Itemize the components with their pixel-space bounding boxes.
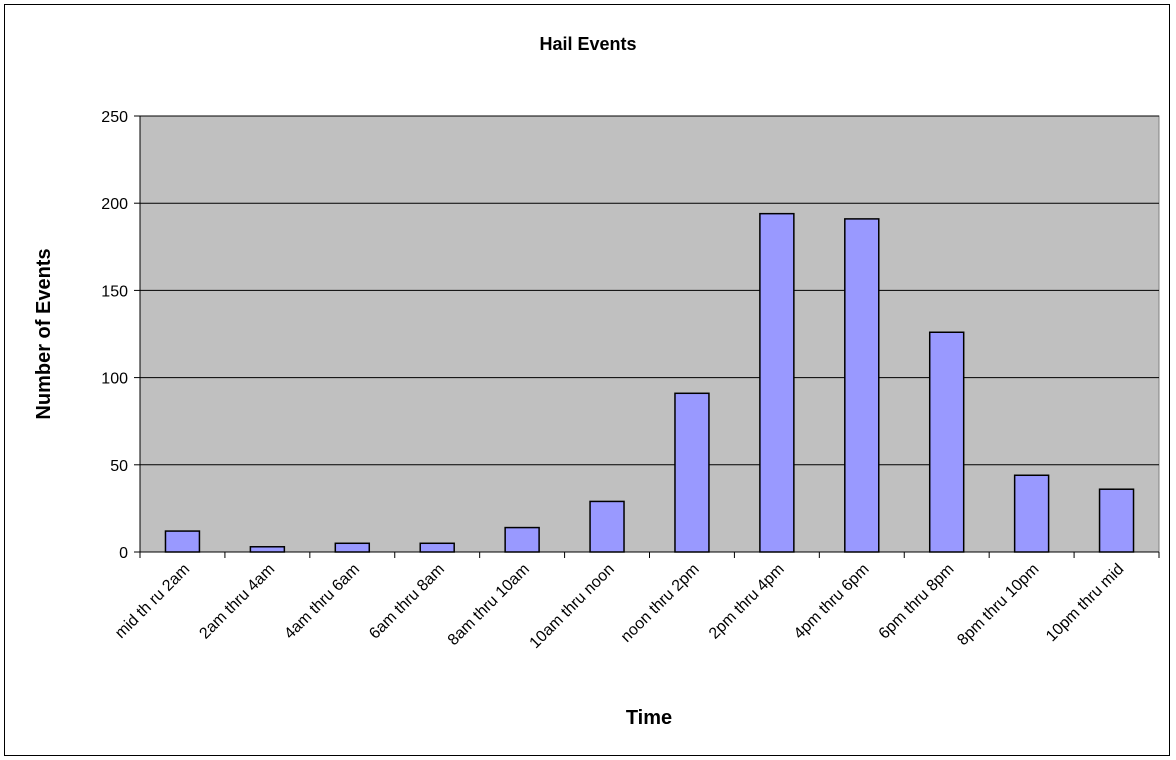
plot-area <box>139 115 1160 553</box>
y-tick-label: 250 <box>101 109 128 126</box>
y-axis-ticks: 0 50 100 150 200 250 <box>101 109 140 562</box>
x-tick-label: 2am thru 4am <box>196 561 278 643</box>
y-tick-label: 0 <box>119 545 128 562</box>
x-tick-label: 2pm thru 4pm <box>706 561 788 643</box>
x-tick-label: 4pm thru 6pm <box>791 561 873 643</box>
y-tick-label: 150 <box>101 283 128 300</box>
gridlines <box>140 115 1159 466</box>
x-axis-ticks: mid th ru 2am 2am thru 4am 4am thru 6am 6am… <box>112 552 1160 652</box>
bar <box>1098 488 1135 553</box>
x-tick-label: 10am thru noon <box>527 561 618 652</box>
x-tick-label: noon thru 2pm <box>618 561 703 646</box>
x-tick-label: mid th ru 2am <box>112 561 193 642</box>
bar <box>164 530 201 553</box>
bar <box>249 546 286 553</box>
x-tick-label: 6pm thru 8pm <box>876 561 958 643</box>
x-tick-label: 10pm thru mid <box>1043 561 1127 645</box>
y-tick-label: 200 <box>101 196 128 213</box>
bar <box>928 331 965 553</box>
bar <box>504 526 540 553</box>
bar <box>589 500 625 553</box>
x-tick-label: 8am thru 10am <box>445 561 533 649</box>
x-axis-title: Time <box>626 707 672 729</box>
bar <box>419 542 455 553</box>
y-tick-label: 50 <box>110 458 128 475</box>
chart-title: Hail Events <box>539 34 636 54</box>
bar <box>1013 474 1050 553</box>
bar <box>334 542 371 553</box>
y-axis-title: Number of Events <box>33 248 55 419</box>
bar <box>759 212 795 553</box>
x-tick-label: 8pm thru 10pm <box>954 561 1042 649</box>
x-tick-label: 4am thru 6am <box>281 561 363 643</box>
x-tick-label: 6am thru 8am <box>366 561 448 643</box>
y-tick-label: 100 <box>101 371 128 388</box>
bar <box>844 218 880 553</box>
bar <box>674 392 710 553</box>
